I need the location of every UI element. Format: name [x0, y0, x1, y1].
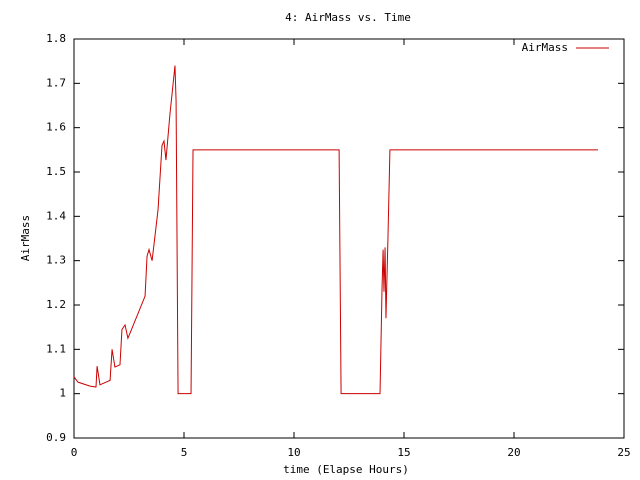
- y-tick-label: 1.3: [46, 254, 66, 267]
- y-tick-label: 1.8: [46, 32, 66, 45]
- y-axis-label: AirMass: [19, 215, 32, 261]
- y-tick-label: 1.4: [46, 209, 66, 222]
- y-tick-label: 1.2: [46, 298, 66, 311]
- data-line: [73, 65, 599, 395]
- y-tick-label: 1.7: [46, 76, 66, 89]
- x-tick-label: 15: [397, 446, 410, 459]
- y-tick-label: 0.9: [46, 431, 66, 444]
- y-tick-label: 1.1: [46, 342, 66, 355]
- x-tick-label: 10: [287, 446, 300, 459]
- plot-border: [73, 38, 625, 439]
- x-axis-label: time (Elapse Hours): [283, 463, 409, 476]
- x-tick-label: 25: [617, 446, 630, 459]
- x-tick-label: 0: [71, 446, 78, 459]
- y-tick-label: 1.5: [46, 165, 66, 178]
- y-tick-label: 1: [59, 387, 66, 400]
- x-tick-label: 5: [181, 446, 188, 459]
- y-tick-label: 1.6: [46, 121, 66, 134]
- legend-label: AirMass: [522, 41, 568, 54]
- chart-title: 4: AirMass vs. Time: [285, 11, 411, 24]
- x-tick-label: 20: [507, 446, 520, 459]
